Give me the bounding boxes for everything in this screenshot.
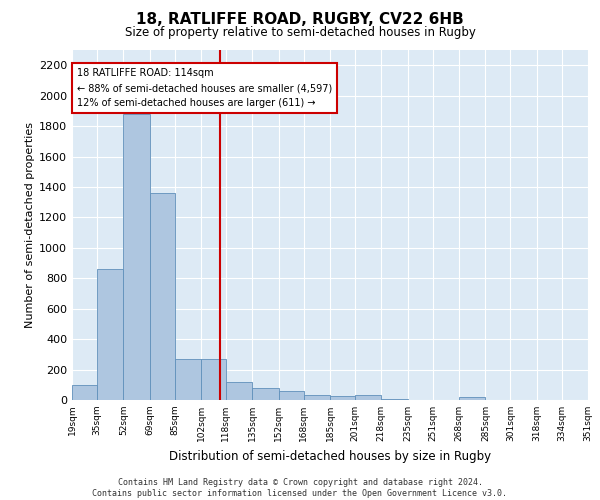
Bar xyxy=(226,382,252,400)
Text: 18 RATLIFFE ROAD: 114sqm
← 88% of semi-detached houses are smaller (4,597)
12% o: 18 RATLIFFE ROAD: 114sqm ← 88% of semi-d… xyxy=(77,68,332,108)
Text: Size of property relative to semi-detached houses in Rugby: Size of property relative to semi-detach… xyxy=(125,26,475,39)
Text: 18, RATLIFFE ROAD, RUGBY, CV22 6HB: 18, RATLIFFE ROAD, RUGBY, CV22 6HB xyxy=(136,12,464,28)
Bar xyxy=(150,193,175,400)
X-axis label: Distribution of semi-detached houses by size in Rugby: Distribution of semi-detached houses by … xyxy=(169,450,491,462)
Bar xyxy=(459,397,485,400)
Bar xyxy=(381,399,408,400)
Bar xyxy=(201,359,226,400)
Bar xyxy=(252,388,279,400)
Bar xyxy=(304,394,330,400)
Bar xyxy=(97,269,123,400)
Y-axis label: Number of semi-detached properties: Number of semi-detached properties xyxy=(25,122,35,328)
Bar xyxy=(355,396,381,400)
Bar xyxy=(279,391,304,400)
Bar xyxy=(175,359,201,400)
Bar xyxy=(123,114,150,400)
Bar xyxy=(72,385,97,400)
Text: Contains HM Land Registry data © Crown copyright and database right 2024.
Contai: Contains HM Land Registry data © Crown c… xyxy=(92,478,508,498)
Bar xyxy=(330,396,355,400)
